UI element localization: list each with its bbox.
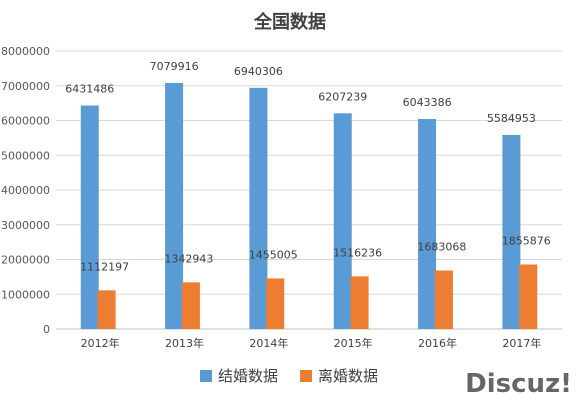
y-tick-label: 4000000 xyxy=(1,184,50,197)
data-labels: 6431486 1112197 7079916 1342943 6940306 14550… xyxy=(65,60,551,273)
y-tick-label: 1000000 xyxy=(1,288,50,301)
x-tick-label: 2016年 xyxy=(418,336,457,350)
bar-marriage xyxy=(502,134,521,329)
chart-title: 全国数据 xyxy=(253,11,326,33)
data-label: 6207239 xyxy=(318,90,367,103)
data-label: 1455005 xyxy=(249,248,298,261)
legend-swatch xyxy=(200,370,212,382)
y-axis-tick-labels: 0 1000000 2000000 3000000 4000000 5000000 6000… xyxy=(1,45,50,336)
data-label: 1516236 xyxy=(333,246,382,259)
data-label: 6940306 xyxy=(234,65,283,78)
data-label: 1855876 xyxy=(502,235,551,248)
watermark-text: Discuz! xyxy=(465,369,572,399)
bar-divorce xyxy=(350,276,369,329)
x-tick-label: 2014年 xyxy=(249,336,288,350)
x-tick-label: 2017年 xyxy=(502,336,541,350)
bar-marriage xyxy=(165,82,184,329)
gridlines xyxy=(56,50,562,330)
y-tick-label: 8000000 xyxy=(1,45,50,58)
watermark: Discuz! xyxy=(444,361,580,405)
x-tick-label: 2015年 xyxy=(334,336,373,350)
legend-swatch xyxy=(300,370,312,382)
bar-divorce xyxy=(434,270,453,329)
bar-marriage xyxy=(80,105,99,329)
bar-divorce xyxy=(519,264,538,329)
x-axis-tick-labels: 2012年 2013年 2014年 2015年 2016年 2017年 xyxy=(81,336,542,350)
bars xyxy=(80,82,538,329)
y-tick-label: 5000000 xyxy=(1,149,50,162)
x-tick-label: 2013年 xyxy=(165,336,204,350)
watermark-background xyxy=(444,361,580,405)
y-tick-label: 7000000 xyxy=(1,80,50,93)
data-label: 6431486 xyxy=(65,83,114,96)
bar-marriage xyxy=(418,118,437,329)
bar-divorce xyxy=(266,278,285,329)
data-label: 5584953 xyxy=(487,112,536,125)
data-label: 1112197 xyxy=(80,260,129,273)
y-tick-label: 0 xyxy=(43,323,50,336)
data-label: 1342943 xyxy=(164,252,213,265)
legend-label: 结婚数据 xyxy=(218,367,278,385)
bar-divorce xyxy=(97,290,116,329)
data-label: 7079916 xyxy=(150,60,199,73)
bar-divorce xyxy=(181,282,200,329)
data-label: 6043386 xyxy=(403,96,452,109)
y-tick-label: 2000000 xyxy=(1,254,50,267)
x-tick-label: 2012年 xyxy=(81,336,120,350)
bar-marriage xyxy=(249,87,268,329)
y-tick-label: 6000000 xyxy=(1,115,50,128)
legend: 结婚数据 离婚数据 xyxy=(200,367,378,385)
data-label: 1683068 xyxy=(417,241,466,254)
y-tick-label: 3000000 xyxy=(1,219,50,232)
bar-marriage xyxy=(333,113,352,329)
legend-label: 离婚数据 xyxy=(318,367,378,385)
